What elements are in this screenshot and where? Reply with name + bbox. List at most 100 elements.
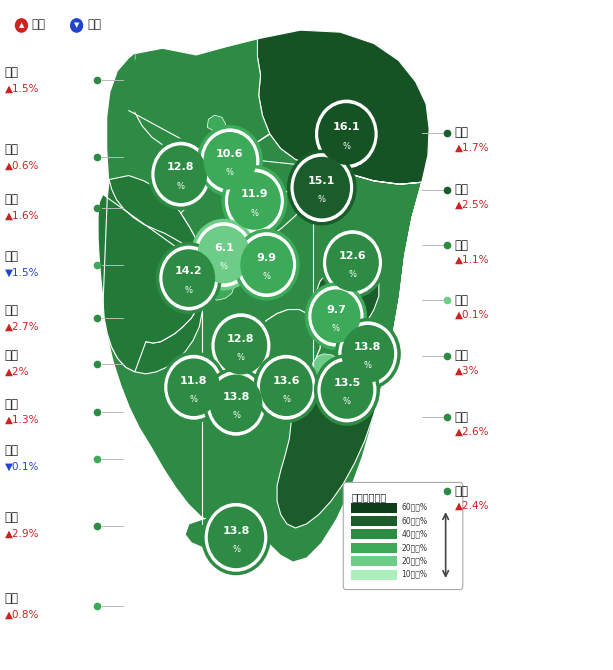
- Text: 11.9: 11.9: [240, 190, 268, 199]
- Text: %: %: [226, 168, 234, 178]
- Text: ▲2.9%: ▲2.9%: [5, 529, 39, 539]
- Circle shape: [313, 98, 379, 170]
- Text: ▲2.7%: ▲2.7%: [5, 322, 39, 331]
- Text: ▲1.5%: ▲1.5%: [5, 84, 39, 93]
- Text: 강원: 강원: [455, 126, 469, 139]
- Text: 20이상%: 20이상%: [402, 543, 427, 552]
- Circle shape: [197, 226, 250, 283]
- Polygon shape: [250, 166, 422, 528]
- Polygon shape: [211, 243, 236, 268]
- Circle shape: [316, 356, 378, 424]
- Text: ▲1.6%: ▲1.6%: [5, 211, 39, 220]
- Circle shape: [321, 228, 384, 297]
- Polygon shape: [257, 30, 429, 184]
- Circle shape: [150, 140, 212, 208]
- Circle shape: [69, 17, 84, 34]
- Polygon shape: [126, 39, 270, 155]
- FancyBboxPatch shape: [351, 502, 397, 513]
- Circle shape: [162, 353, 225, 421]
- Text: 고위험음주율: 고위험음주율: [351, 492, 387, 502]
- Text: 인천: 인천: [5, 143, 19, 156]
- Text: ▲2.6%: ▲2.6%: [455, 427, 489, 437]
- Polygon shape: [103, 198, 202, 374]
- Text: %: %: [250, 208, 259, 218]
- FancyBboxPatch shape: [351, 570, 397, 580]
- Text: ▲2.5%: ▲2.5%: [455, 200, 489, 209]
- Text: 13.5: 13.5: [333, 379, 360, 388]
- Text: 6.1: 6.1: [214, 243, 234, 253]
- Circle shape: [289, 151, 355, 224]
- Circle shape: [162, 249, 215, 307]
- Text: 12.8: 12.8: [227, 334, 254, 344]
- Text: 20이상%: 20이상%: [402, 556, 427, 565]
- Polygon shape: [185, 515, 265, 549]
- Text: %: %: [177, 182, 185, 191]
- Text: 60이상%: 60이상%: [402, 516, 428, 525]
- Polygon shape: [313, 354, 345, 383]
- Polygon shape: [238, 310, 321, 415]
- Text: %: %: [332, 324, 340, 333]
- Text: ▲2%: ▲2%: [5, 367, 29, 377]
- Text: 13.8: 13.8: [354, 342, 381, 352]
- Circle shape: [208, 507, 264, 568]
- Text: ▲1.1%: ▲1.1%: [455, 255, 489, 265]
- Text: %: %: [232, 545, 240, 554]
- Text: ▲2.4%: ▲2.4%: [455, 501, 489, 511]
- Polygon shape: [107, 176, 208, 343]
- Text: %: %: [348, 270, 357, 279]
- Circle shape: [210, 312, 272, 380]
- Text: 대전: 대전: [5, 349, 19, 362]
- Circle shape: [154, 145, 207, 203]
- Text: ▲3%: ▲3%: [455, 366, 479, 375]
- Circle shape: [341, 325, 394, 383]
- Polygon shape: [207, 115, 226, 133]
- Text: 대구: 대구: [455, 293, 469, 307]
- Text: ▼0.1%: ▼0.1%: [5, 462, 39, 472]
- Circle shape: [204, 132, 256, 190]
- Text: %: %: [189, 395, 198, 404]
- Circle shape: [14, 17, 29, 34]
- Text: 12.6: 12.6: [338, 251, 367, 261]
- Text: %: %: [262, 272, 271, 281]
- Text: 전북: 전북: [5, 397, 19, 411]
- Text: 16.1: 16.1: [332, 123, 360, 132]
- FancyBboxPatch shape: [351, 516, 397, 526]
- Text: 60이상%: 60이상%: [402, 502, 428, 512]
- Circle shape: [158, 244, 220, 312]
- Circle shape: [321, 361, 373, 419]
- Text: 13.8: 13.8: [223, 392, 249, 401]
- Circle shape: [337, 320, 399, 388]
- FancyBboxPatch shape: [351, 543, 397, 553]
- Text: 전남: 전남: [5, 511, 19, 525]
- Text: ▼: ▼: [74, 22, 79, 27]
- Text: %: %: [232, 411, 240, 420]
- Text: ▲1.3%: ▲1.3%: [5, 415, 39, 425]
- Circle shape: [306, 284, 365, 348]
- FancyBboxPatch shape: [351, 556, 397, 566]
- Text: ▼1.5%: ▼1.5%: [5, 268, 39, 277]
- Text: %: %: [219, 262, 228, 271]
- Polygon shape: [181, 134, 313, 269]
- FancyBboxPatch shape: [351, 529, 397, 539]
- Circle shape: [235, 230, 298, 299]
- Circle shape: [260, 358, 313, 416]
- Text: 경기: 경기: [5, 193, 19, 206]
- Text: 충북: 충북: [455, 183, 469, 196]
- Text: 13.8: 13.8: [223, 526, 249, 535]
- Text: 광주: 광주: [5, 444, 19, 458]
- Text: %: %: [237, 353, 245, 362]
- Text: ▲0.8%: ▲0.8%: [5, 610, 39, 619]
- Text: ▲0.6%: ▲0.6%: [5, 161, 39, 170]
- Text: 9.9: 9.9: [257, 253, 276, 263]
- Circle shape: [210, 375, 262, 432]
- Circle shape: [318, 103, 375, 165]
- Polygon shape: [205, 269, 234, 300]
- Text: %: %: [342, 141, 351, 151]
- Text: 15.1: 15.1: [308, 176, 335, 186]
- Text: 경북: 경북: [455, 239, 469, 252]
- Circle shape: [240, 236, 293, 293]
- Circle shape: [326, 234, 379, 291]
- Text: 부산: 부산: [455, 411, 469, 424]
- Circle shape: [228, 172, 281, 230]
- Circle shape: [223, 167, 286, 235]
